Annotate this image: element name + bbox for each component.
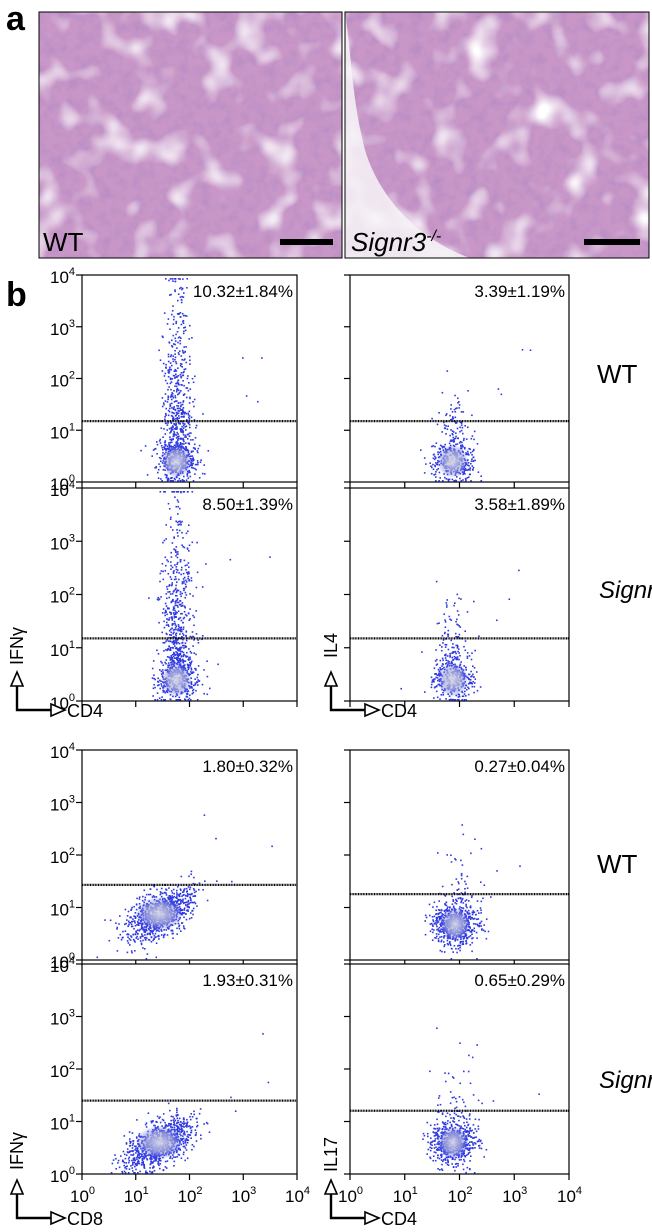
y-axis-label: IL17 bbox=[321, 1137, 341, 1172]
gate-percent: 1.93±0.31% bbox=[202, 971, 293, 990]
row-label-signr3-2: Signr3-/- bbox=[599, 1065, 652, 1094]
x-tick-label: 101 bbox=[393, 1185, 418, 1206]
y-arrow-icon bbox=[9, 1177, 25, 1195]
scale-bar-signr3 bbox=[584, 239, 640, 245]
gate-percent: 0.65±0.29% bbox=[474, 971, 565, 990]
x-tick-label: 102 bbox=[178, 1185, 203, 1206]
histology-wt-label: WT bbox=[43, 227, 84, 257]
density-core bbox=[135, 897, 184, 931]
axis-glyphs: 100 101 102 103 104 100 101 102 103 104CD4IFNγCD4… bbox=[7, 627, 582, 1229]
x-tick-label: 101 bbox=[124, 1185, 149, 1206]
x-axis-label: CD4 bbox=[67, 701, 103, 721]
panel-label-a: a bbox=[6, 0, 26, 38]
flow-panel-8: 0.65±0.29% bbox=[344, 963, 570, 1180]
axis-corner: CD4 IL17 bbox=[321, 1137, 417, 1229]
density-core bbox=[437, 1125, 469, 1160]
y-tick-label: 103 bbox=[50, 532, 75, 553]
x-axis-label: CD8 bbox=[67, 1209, 103, 1229]
row-label-wt-1: WT bbox=[597, 359, 638, 389]
axis-corner: CD4 IL4 bbox=[321, 633, 417, 721]
flow-panel-6: 0.27±0.04% bbox=[344, 749, 570, 966]
y-tick-label: 101 bbox=[50, 639, 75, 660]
y-tick-label: 101 bbox=[50, 1113, 75, 1134]
scale-bar-wt bbox=[280, 239, 333, 245]
panel-label-b: b bbox=[6, 276, 27, 314]
y-axis-label: IL4 bbox=[321, 633, 341, 658]
flow-panel-7: 104 103 102 101 100 1.93±0.31% bbox=[50, 955, 298, 1186]
x-arrow-icon bbox=[50, 702, 68, 718]
y-tick-label: 102 bbox=[50, 370, 75, 391]
gate-percent: 1.80±0.32% bbox=[202, 757, 293, 776]
y-arrow-icon bbox=[9, 669, 25, 687]
plot-frame bbox=[81, 749, 298, 961]
y-axis-label: IFNγ bbox=[7, 1132, 27, 1170]
plot-frame bbox=[81, 963, 298, 1175]
y-tick-label: 100 bbox=[50, 951, 75, 972]
x-tick-label: 100 bbox=[70, 1185, 95, 1206]
y-tick-label: 104 bbox=[50, 266, 75, 287]
flow-panel-1: 104 103 102 101 100 10.32±1.84% bbox=[50, 266, 298, 494]
y-arrow-icon bbox=[323, 669, 339, 687]
y-tick-label: 102 bbox=[50, 846, 75, 867]
y-tick-label: 101 bbox=[50, 899, 75, 920]
density-core bbox=[439, 907, 471, 942]
histology-wt: WT bbox=[38, 11, 343, 259]
x-tick-label: 103 bbox=[502, 1185, 527, 1206]
flow-panel-2: 3.39±1.19% bbox=[344, 274, 570, 488]
x-tick-label: 100 bbox=[338, 1185, 363, 1206]
y-tick-label: 102 bbox=[50, 1060, 75, 1081]
y-tick-label: 100 bbox=[50, 473, 75, 494]
x-tick-label: 102 bbox=[448, 1185, 473, 1206]
y-tick-label: 104 bbox=[50, 955, 75, 976]
y-arrow-icon bbox=[323, 1177, 339, 1195]
flow-panel-5: 104 103 102 101 100 1.80±0.32% bbox=[50, 741, 298, 972]
x-arrow-icon bbox=[364, 702, 382, 718]
density-core bbox=[437, 662, 469, 697]
row-label-wt-2: WT bbox=[597, 849, 638, 879]
y-tick-label: 100 bbox=[50, 1165, 75, 1186]
histology-signr3-label: Signr3-/- bbox=[351, 227, 441, 257]
x-axis-label: CD4 bbox=[381, 701, 417, 721]
y-tick-label: 102 bbox=[50, 586, 75, 607]
axis-corner: CD4 IFNγ bbox=[7, 627, 103, 721]
density-core bbox=[135, 1125, 184, 1160]
x-tick-label: 103 bbox=[231, 1185, 256, 1206]
y-tick-label: 103 bbox=[50, 318, 75, 339]
flow-panel-4: 3.58±1.89% bbox=[344, 487, 570, 707]
y-tick-label: 104 bbox=[50, 479, 75, 500]
gate-percent: 10.32±1.84% bbox=[193, 282, 293, 301]
density-core bbox=[437, 444, 469, 478]
x-arrow-icon bbox=[50, 1210, 68, 1226]
y-tick-label: 103 bbox=[50, 1008, 75, 1029]
y-tick-label: 103 bbox=[50, 794, 75, 815]
x-tick-label: 104 bbox=[557, 1185, 582, 1206]
plot-frame bbox=[81, 274, 298, 483]
density-core bbox=[161, 662, 192, 697]
x-axis-label: CD4 bbox=[381, 1209, 417, 1229]
gate-percent: 3.39±1.19% bbox=[474, 282, 565, 301]
histology-signr3: Signr3-/- bbox=[344, 11, 650, 259]
gate-percent: 0.27±0.04% bbox=[474, 757, 565, 776]
y-tick-label: 101 bbox=[50, 421, 75, 442]
x-tick-label: 104 bbox=[285, 1185, 310, 1206]
density-core bbox=[161, 444, 192, 478]
gate-percent: 8.50±1.39% bbox=[202, 495, 293, 514]
x-arrow-icon bbox=[364, 1210, 382, 1226]
y-tick-label: 104 bbox=[50, 741, 75, 762]
axis-corner: CD8 IFNγ bbox=[7, 1132, 103, 1229]
y-axis-label: IFNγ bbox=[7, 627, 27, 665]
row-label-signr3-1: Signr3-/- bbox=[599, 575, 652, 604]
gate-percent: 3.58±1.89% bbox=[474, 495, 565, 514]
